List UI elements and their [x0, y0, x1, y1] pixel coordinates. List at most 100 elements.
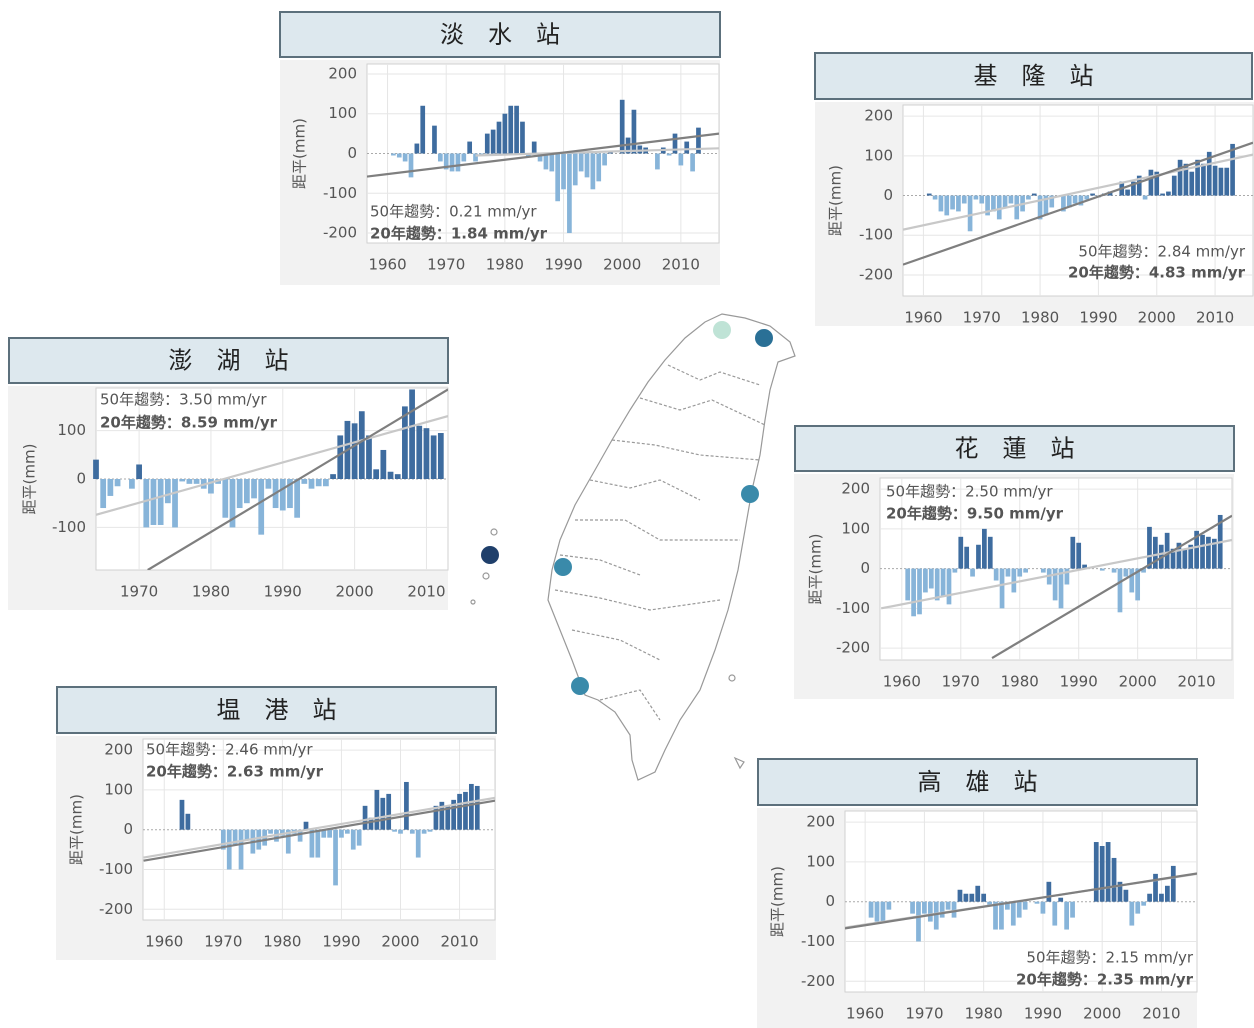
bar	[1136, 175, 1142, 196]
bar	[1201, 163, 1206, 196]
bar	[172, 479, 178, 528]
bar	[256, 829, 262, 850]
x-tick-label: 2000	[1083, 1005, 1121, 1023]
bar	[950, 195, 955, 210]
bar	[1111, 568, 1117, 573]
bar	[279, 479, 286, 511]
bar	[973, 195, 979, 200]
bar	[1188, 544, 1194, 569]
bar	[934, 568, 940, 601]
bar	[967, 195, 973, 232]
bar	[186, 479, 193, 484]
bar	[1040, 568, 1046, 573]
bar	[396, 153, 402, 158]
bar	[916, 901, 921, 942]
bar	[179, 479, 186, 482]
bar	[404, 781, 409, 830]
x-tick-label: 1960	[883, 673, 921, 691]
bar	[531, 141, 537, 154]
bar	[1076, 542, 1082, 569]
bar	[1141, 901, 1147, 906]
bar	[244, 829, 250, 840]
bar	[985, 195, 990, 216]
bar	[100, 479, 107, 509]
bar	[572, 153, 578, 186]
bar	[911, 568, 916, 617]
bar	[1064, 568, 1070, 585]
bar	[1008, 195, 1014, 204]
bar	[433, 805, 439, 830]
title-box	[794, 425, 1235, 472]
title-box	[8, 337, 449, 384]
bar	[1058, 897, 1064, 902]
bar	[461, 153, 467, 162]
bar	[1099, 568, 1105, 571]
bar	[987, 901, 992, 906]
bar	[409, 389, 415, 479]
bar	[970, 568, 975, 577]
y-tick-label: 200	[841, 480, 870, 498]
y-tick-label: -100	[52, 518, 86, 536]
bar	[391, 153, 396, 156]
bar	[932, 195, 938, 200]
bar	[427, 829, 433, 832]
bar	[868, 901, 874, 918]
bar	[996, 195, 1002, 220]
y-tick-label: -100	[801, 932, 835, 950]
bar	[402, 406, 408, 479]
station-dot	[713, 321, 731, 339]
bar	[193, 479, 200, 484]
bar	[287, 479, 293, 509]
bar	[451, 799, 457, 830]
bar	[327, 829, 332, 838]
bar	[1010, 901, 1016, 926]
trend-annotation: 50年趨勢：2.50 mm/yr	[886, 483, 1053, 501]
bar	[917, 568, 922, 615]
bar	[350, 829, 356, 850]
trend-annotation: 50年趨勢：0.21 mm/yr	[370, 203, 537, 221]
title-box	[814, 52, 1253, 100]
bar	[543, 153, 549, 170]
bar	[150, 479, 157, 525]
bar	[1153, 873, 1158, 902]
bar	[294, 479, 301, 518]
title-box	[757, 758, 1198, 806]
bar	[927, 901, 933, 922]
y-tick-label: 100	[806, 852, 835, 870]
bar	[1031, 193, 1037, 196]
plot-area	[902, 104, 1254, 297]
bar	[951, 901, 957, 918]
bar	[1022, 901, 1028, 910]
x-tick-label: 1980	[965, 1005, 1003, 1023]
bar	[514, 105, 519, 154]
bar	[596, 153, 602, 182]
y-axis-label: 距平(mm)	[68, 794, 86, 865]
bar	[1148, 169, 1154, 196]
county-border	[554, 364, 766, 721]
y-tick-label: -100	[323, 184, 357, 202]
bar	[939, 901, 945, 918]
bar	[1082, 564, 1087, 569]
bar	[926, 193, 932, 196]
bar	[678, 153, 684, 166]
bar	[923, 568, 928, 593]
bar	[1072, 195, 1078, 204]
y-tick-label: 0	[860, 559, 870, 577]
bar	[220, 829, 226, 850]
bar	[672, 133, 678, 154]
bar	[1206, 151, 1212, 196]
bar	[1078, 195, 1084, 206]
bar	[1002, 195, 1008, 208]
bar	[1194, 530, 1199, 569]
x-tick-label: 1990	[1060, 673, 1098, 691]
station-dot	[741, 485, 759, 503]
bar	[136, 464, 142, 479]
bar	[315, 829, 321, 858]
bar	[430, 435, 437, 479]
x-tick-label: 2000	[603, 256, 641, 274]
x-tick-label: 1960	[145, 933, 183, 951]
bar	[1224, 167, 1230, 196]
station-dot	[571, 677, 589, 695]
bar	[666, 153, 672, 156]
x-tick-label: 1980	[192, 583, 230, 601]
